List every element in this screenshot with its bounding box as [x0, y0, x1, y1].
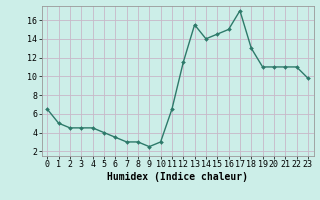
- X-axis label: Humidex (Indice chaleur): Humidex (Indice chaleur): [107, 172, 248, 182]
